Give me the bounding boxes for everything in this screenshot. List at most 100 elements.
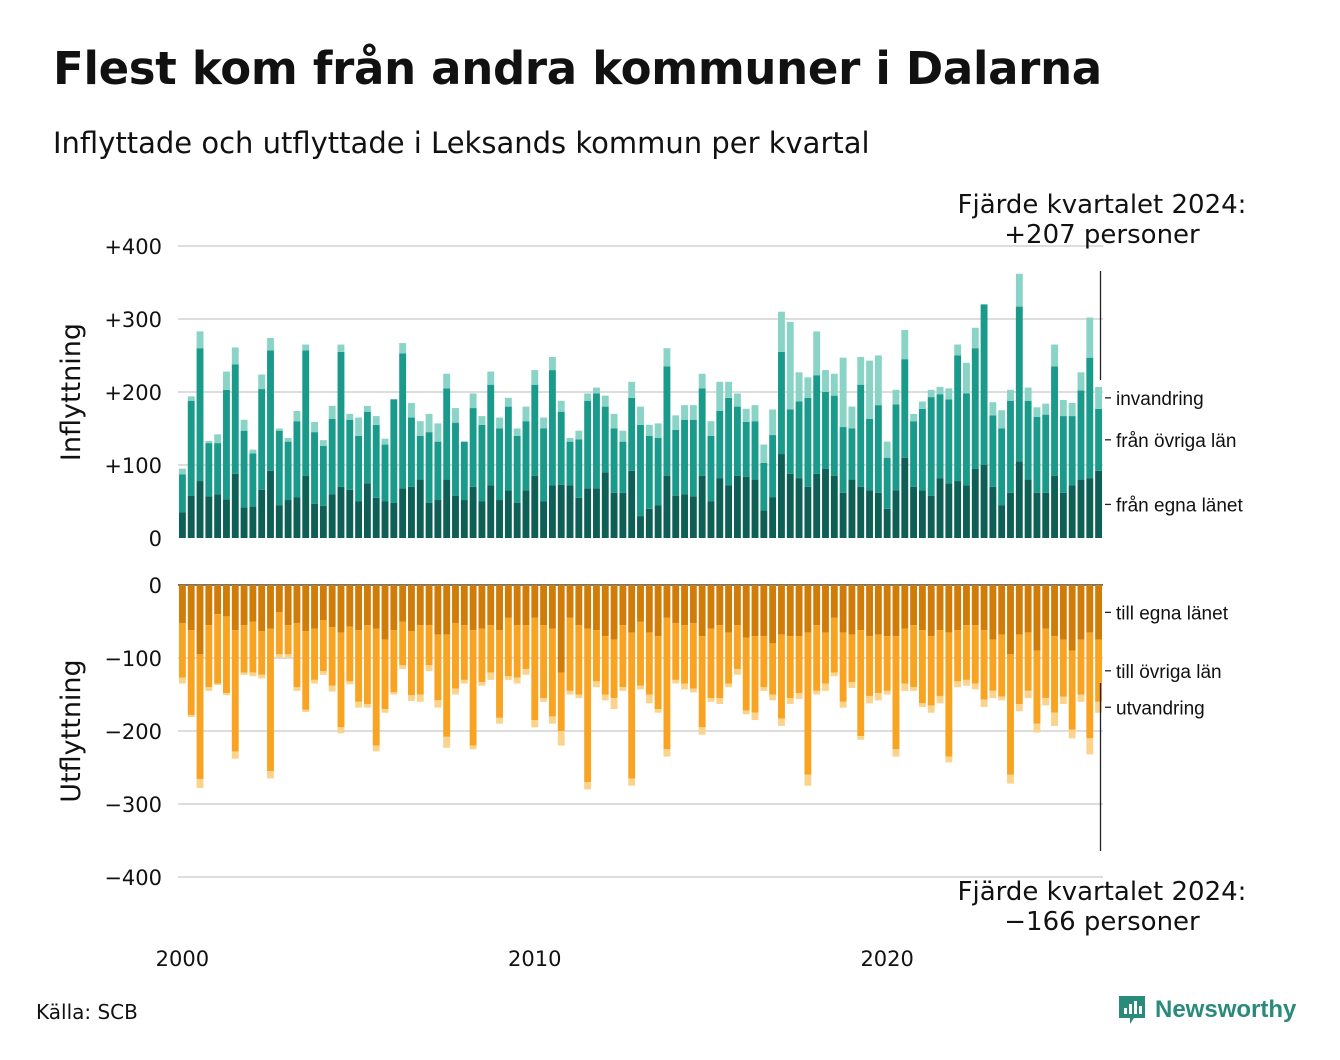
- bar-segment: [267, 337, 274, 351]
- bar-segment: [408, 417, 415, 487]
- bar-segment: [434, 634, 442, 701]
- bar-segment: [425, 665, 433, 672]
- bar-segment: [637, 685, 644, 690]
- bar-segment: [258, 489, 266, 538]
- bar-segment: [689, 585, 697, 623]
- bar-segment: [663, 749, 671, 757]
- bar-segment: [540, 428, 548, 502]
- bar-segment: [487, 585, 495, 626]
- bar-segment: [355, 585, 363, 631]
- bar-segment: [725, 585, 733, 633]
- bar-segment: [1077, 390, 1085, 480]
- bar-segment: [1068, 485, 1076, 538]
- bar-segment: [707, 698, 715, 702]
- bar-segment: [240, 672, 248, 675]
- bar-segment: [593, 585, 600, 631]
- bar-segment: [927, 636, 935, 706]
- bar-segment: [910, 413, 918, 422]
- bar-segment: [584, 400, 592, 489]
- bar-segment: [813, 625, 821, 691]
- bar-segment: [927, 397, 935, 496]
- bar-segment: [918, 408, 926, 491]
- bar-segment: [1015, 273, 1023, 307]
- bar-segment: [443, 736, 451, 748]
- bar-segment: [1068, 650, 1076, 730]
- bar-segment: [1086, 478, 1094, 538]
- bar-segment: [187, 400, 195, 496]
- bar-segment: [628, 632, 636, 779]
- bar-segment: [311, 432, 318, 504]
- bar-segment: [980, 630, 988, 700]
- bar-segment: [628, 397, 636, 471]
- bar-segment: [610, 492, 618, 538]
- bar-segment: [681, 494, 688, 538]
- bar-segment: [672, 495, 680, 538]
- bar-segment: [1059, 416, 1067, 493]
- bar-segment: [769, 409, 777, 436]
- bar-segment: [363, 703, 371, 708]
- newsworthy-logo[interactable]: Newsworthy: [1117, 994, 1296, 1026]
- bar-segment: [187, 714, 195, 718]
- bar-segment: [830, 672, 838, 677]
- series-label: till övriga län: [1116, 662, 1222, 683]
- bar-segment: [293, 421, 301, 498]
- bar-segment: [408, 486, 415, 538]
- bar-segment: [223, 616, 230, 694]
- bar-segment: [223, 499, 230, 538]
- bar-segment: [372, 585, 380, 629]
- bar-segment: [205, 625, 213, 688]
- bar-segment: [954, 630, 962, 682]
- bar-segment: [540, 698, 548, 702]
- bar-segment: [963, 625, 970, 680]
- bar-segment: [284, 585, 292, 626]
- bar-segment: [963, 485, 970, 538]
- bar-segment: [399, 665, 407, 669]
- bar-segment: [425, 413, 433, 433]
- bar-segment: [513, 585, 521, 626]
- bar-segment: [839, 585, 847, 633]
- bar-segment: [1033, 492, 1041, 538]
- bar-segment: [619, 441, 627, 493]
- bar-segment: [1042, 414, 1050, 493]
- bar-segment: [883, 457, 891, 509]
- bar-segment: [848, 585, 856, 635]
- bar-segment: [954, 681, 962, 688]
- bar-segment: [346, 585, 354, 627]
- y-tick-label: +300: [104, 308, 162, 332]
- y-tick-label: +100: [104, 454, 162, 478]
- bar-segment: [355, 501, 363, 538]
- bar-segment: [725, 381, 733, 398]
- bar-segment: [460, 585, 468, 626]
- bar-segment: [883, 690, 891, 695]
- bar-segment: [725, 397, 733, 486]
- bar-segment: [337, 585, 345, 633]
- y-tick-label: −200: [104, 720, 162, 744]
- bar-segment: [355, 435, 363, 502]
- bar-segment: [601, 472, 609, 538]
- bar-segment: [698, 388, 706, 476]
- bar-segment: [284, 437, 292, 442]
- bar-segment: [1086, 317, 1094, 358]
- bar-segment: [390, 585, 398, 631]
- bar-segment: [319, 585, 327, 621]
- bar-segment: [1095, 470, 1103, 538]
- bar-segment: [478, 585, 486, 629]
- bar-segment: [504, 397, 512, 407]
- bar-segment: [275, 612, 283, 655]
- bar-segment: [504, 676, 512, 680]
- bar-segment: [733, 625, 741, 669]
- bar-segment: [381, 438, 389, 445]
- bar-segment: [223, 693, 230, 696]
- bar-segment: [1059, 696, 1067, 704]
- bar-segment: [223, 371, 230, 390]
- bar-segment: [681, 419, 688, 495]
- bar-segment: [998, 585, 1006, 635]
- bar-segment: [971, 327, 979, 349]
- bar-segment: [813, 473, 821, 538]
- bar-segment: [452, 495, 459, 538]
- annotation-outflow-line1: Fjärde kvartalet 2024:: [958, 877, 1247, 907]
- bar-segment: [346, 419, 354, 490]
- bar-segment: [540, 417, 548, 429]
- bar-segment: [901, 585, 909, 629]
